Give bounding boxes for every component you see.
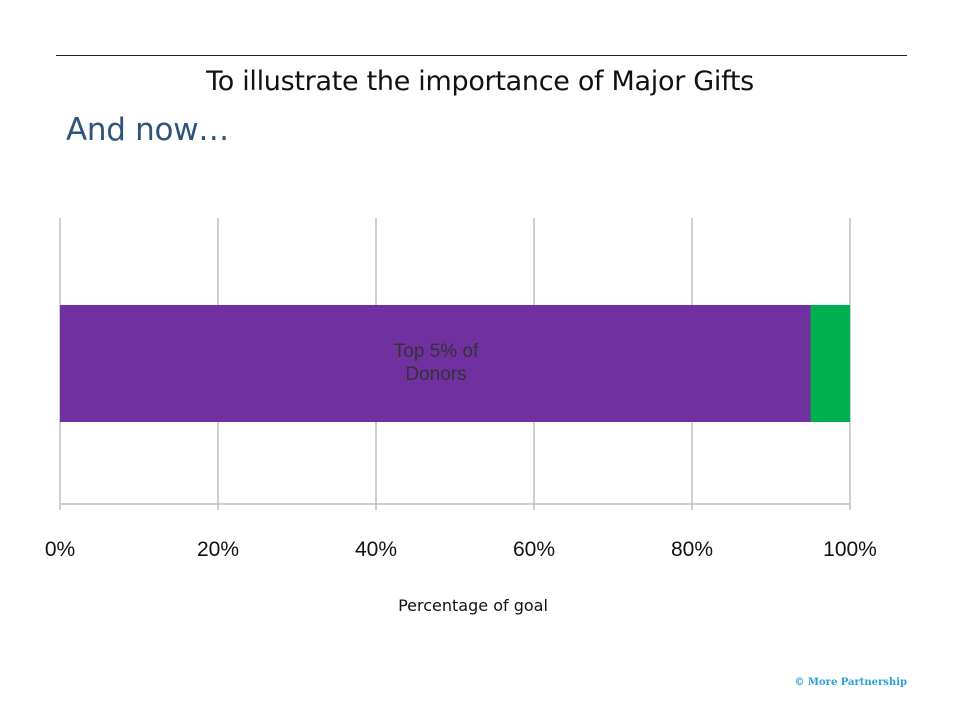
bar-segment-1 bbox=[810, 305, 850, 422]
bar-segment-label: Top 5% of Donors bbox=[394, 341, 479, 385]
x-tick-label: 40% bbox=[355, 538, 397, 561]
slide-title: To illustrate the importance of Major Gi… bbox=[206, 66, 754, 97]
x-tick-labels: 0% 20% 40% 60% 80% 100% bbox=[45, 538, 877, 561]
bar-segments bbox=[60, 305, 850, 422]
top-rule bbox=[56, 55, 907, 56]
x-tick-label: 60% bbox=[513, 538, 555, 561]
x-tick-label: 80% bbox=[671, 538, 713, 561]
x-tick-label: 0% bbox=[45, 538, 75, 561]
bar-labels: Top 5% of Donors bbox=[394, 341, 479, 385]
slide-subtitle: And now… bbox=[66, 112, 229, 148]
x-axis-label: Percentage of goal bbox=[398, 596, 548, 615]
bar-segment-0 bbox=[60, 305, 811, 422]
copyright-notice: © More Partnership bbox=[794, 677, 907, 688]
x-tick-label: 100% bbox=[823, 538, 877, 561]
x-tick-label: 20% bbox=[197, 538, 239, 561]
